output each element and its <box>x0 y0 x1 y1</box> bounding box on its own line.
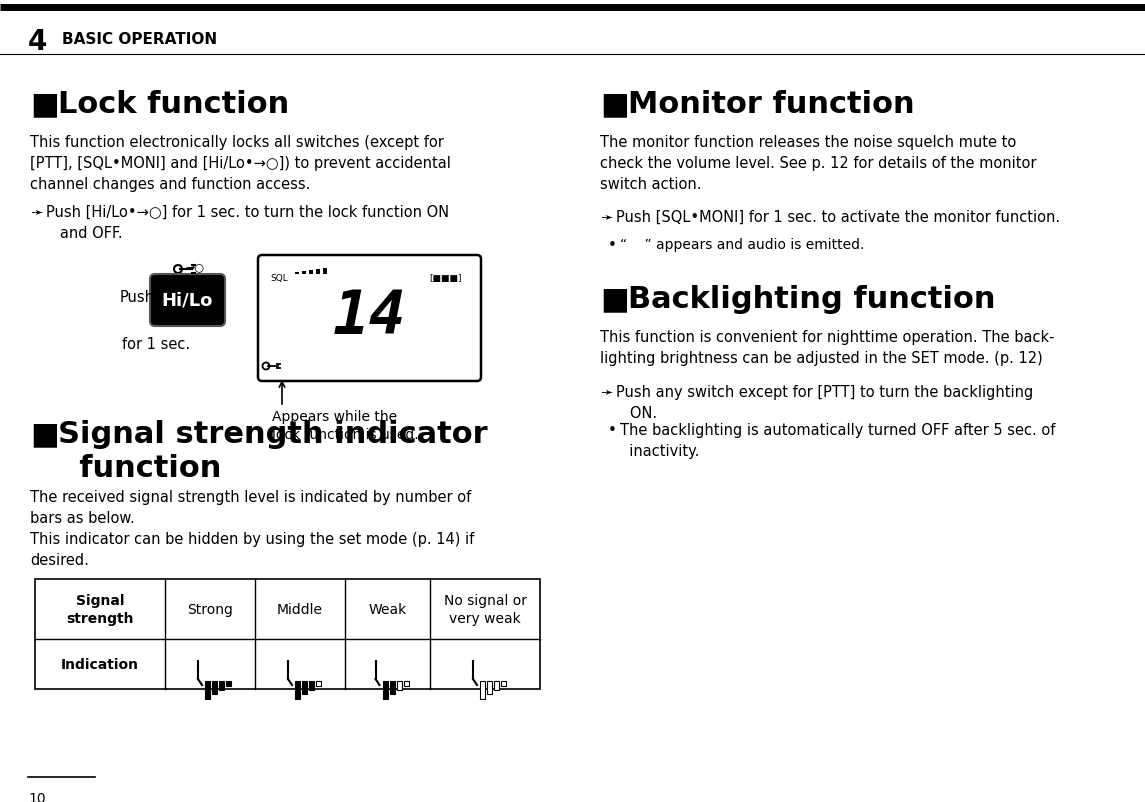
Text: •: • <box>608 237 617 253</box>
Text: Appears while the
lock function is used.: Appears while the lock function is used. <box>273 410 419 442</box>
Bar <box>302 681 307 695</box>
Text: Lock function: Lock function <box>58 90 290 119</box>
Text: Push any switch except for [PTT] to turn the backlighting
   ON.: Push any switch except for [PTT] to turn… <box>616 384 1033 420</box>
Text: ■: ■ <box>30 90 58 119</box>
Bar <box>219 681 224 691</box>
Text: Hi/Lo: Hi/Lo <box>161 292 213 310</box>
Bar <box>493 681 499 691</box>
Bar <box>316 269 319 274</box>
Text: The received signal strength level is indicated by number of
bars as below.
This: The received signal strength level is in… <box>30 489 474 567</box>
Text: Push [Hi/Lo•→○] for 1 sec. to turn the lock function ON
   and OFF.: Push [Hi/Lo•→○] for 1 sec. to turn the l… <box>46 205 449 241</box>
Bar <box>403 681 409 687</box>
Text: Weak: Weak <box>369 602 406 616</box>
Text: •: • <box>608 423 617 437</box>
Bar <box>480 681 485 699</box>
Text: 10: 10 <box>27 791 46 802</box>
Text: This function is convenient for nighttime operation. The back-
lighting brightne: This function is convenient for nighttim… <box>600 330 1055 366</box>
Bar <box>323 268 327 274</box>
Bar <box>212 681 218 695</box>
Text: SQL: SQL <box>270 273 287 282</box>
Bar <box>309 681 314 691</box>
Text: ➛: ➛ <box>30 205 42 220</box>
Text: Strong: Strong <box>187 602 232 616</box>
Text: ➛: ➛ <box>600 210 613 225</box>
Text: for 1 sec.: for 1 sec. <box>123 337 190 351</box>
Text: ■: ■ <box>30 419 58 448</box>
FancyBboxPatch shape <box>150 274 226 326</box>
Text: This function electronically locks all switches (except for
[PTT], [SQL•MONI] an: This function electronically locks all s… <box>30 135 451 192</box>
Text: Push [SQL•MONI] for 1 sec. to activate the monitor function.: Push [SQL•MONI] for 1 sec. to activate t… <box>616 210 1060 225</box>
Text: ■: ■ <box>600 285 629 314</box>
Bar <box>302 271 306 274</box>
Text: 4: 4 <box>27 28 47 56</box>
Bar <box>316 681 321 687</box>
Text: The backlighting is automatically turned OFF after 5 sec. of
  inactivity.: The backlighting is automatically turned… <box>619 423 1056 459</box>
Text: ■: ■ <box>600 90 629 119</box>
Text: BASIC OPERATION: BASIC OPERATION <box>62 32 218 47</box>
Bar <box>295 272 299 274</box>
Bar <box>502 681 506 687</box>
Bar <box>35 579 540 689</box>
FancyBboxPatch shape <box>258 256 481 382</box>
Bar <box>487 681 492 695</box>
Text: Indication: Indication <box>61 657 139 671</box>
Text: Monitor function: Monitor function <box>627 90 915 119</box>
Text: Signal strength indicator
  function: Signal strength indicator function <box>58 419 488 482</box>
Bar <box>205 681 210 699</box>
Text: [■■■]: [■■■] <box>429 273 461 282</box>
Text: Middle: Middle <box>277 602 323 616</box>
Text: Signal
strength: Signal strength <box>66 593 134 626</box>
Bar <box>382 681 387 699</box>
Bar <box>295 681 300 699</box>
Text: The monitor function releases the noise squelch mute to
check the volume level. : The monitor function releases the noise … <box>600 135 1036 192</box>
Text: ➛: ➛ <box>600 384 613 399</box>
Text: “    ” appears and audio is emitted.: “ ” appears and audio is emitted. <box>619 237 864 252</box>
Bar <box>226 681 231 687</box>
Bar <box>396 681 402 691</box>
Text: →○: →○ <box>185 261 204 272</box>
Text: Backlighting function: Backlighting function <box>627 285 995 314</box>
Text: 14: 14 <box>333 288 406 346</box>
Bar <box>389 681 395 695</box>
Text: No signal or
very weak: No signal or very weak <box>443 593 527 625</box>
Bar <box>309 270 313 274</box>
Text: Push: Push <box>120 290 155 305</box>
